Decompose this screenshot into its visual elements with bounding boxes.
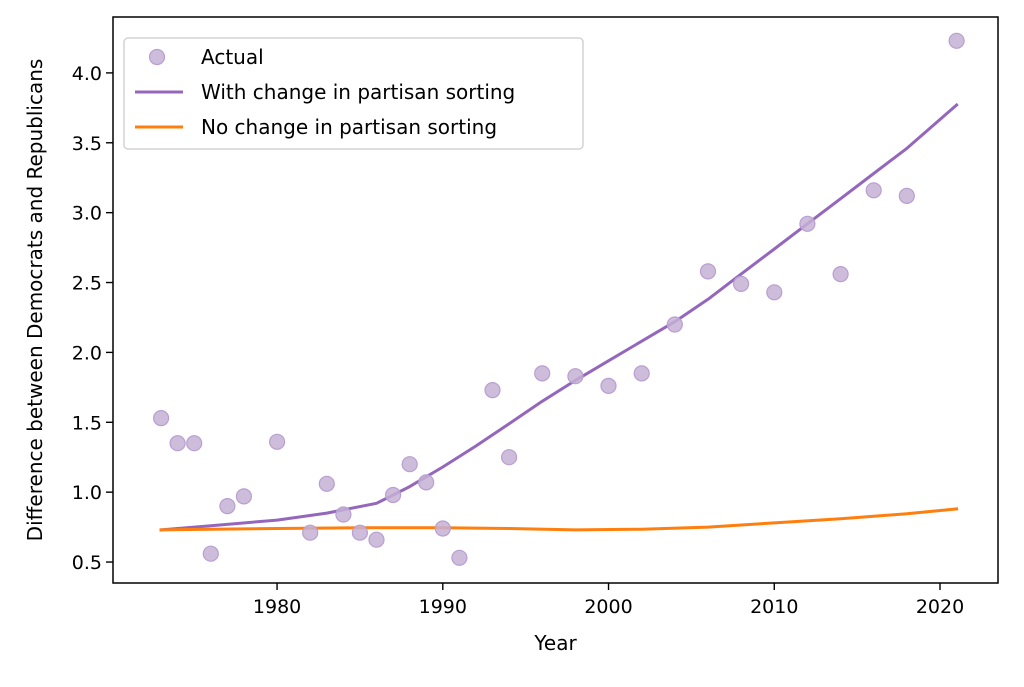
plot-frame xyxy=(112,16,999,584)
data-point-1974 xyxy=(169,435,186,452)
x-tick-label-2020: 2020 xyxy=(916,596,964,618)
legend-label-no-change: No change in partisan sorting xyxy=(201,115,497,139)
data-point-1985 xyxy=(351,524,368,541)
data-point-1994 xyxy=(501,449,518,466)
y-tick-label-3: 3.0 xyxy=(72,203,102,225)
data-point-1989 xyxy=(418,474,435,491)
y-tick-label-4: 4.0 xyxy=(72,63,102,85)
data-point-1983 xyxy=(318,475,335,492)
data-point-1991 xyxy=(451,549,468,566)
series-line-2 xyxy=(159,507,959,532)
data-point-1986 xyxy=(368,531,385,548)
data-point-1990 xyxy=(434,520,451,537)
data-point-1996 xyxy=(534,365,551,382)
data-point-2021 xyxy=(948,32,965,49)
y-tick-label-1: 1.0 xyxy=(72,482,102,504)
data-point-1980 xyxy=(269,433,286,450)
axes: 1980 1990 2000 2010 2020 0.5 1.0 1.5 2.0 2.5 3.0 3.… xyxy=(72,16,999,618)
legend-label-with-change: With change in partisan sorting xyxy=(201,80,515,104)
x-tick-label-2000: 2000 xyxy=(584,596,632,618)
x-tick-label-2010: 2010 xyxy=(750,596,798,618)
legend-frame xyxy=(123,37,584,150)
data-point-1987 xyxy=(385,486,402,504)
x-axis-label: Year xyxy=(533,631,577,655)
data-point-1988 xyxy=(401,456,418,473)
data-point-2012 xyxy=(799,215,816,232)
plot-marks xyxy=(153,32,965,566)
series-line-1 xyxy=(159,102,959,532)
data-point-1977 xyxy=(219,498,236,515)
data-point-2006 xyxy=(699,263,717,280)
y-axis-label: Difference between Democrats and Republi… xyxy=(23,59,47,542)
data-point-2004 xyxy=(666,316,683,333)
y-tick-label-3.5: 3.5 xyxy=(72,133,102,155)
data-point-2016 xyxy=(865,182,882,199)
y-tick-label-0.5: 0.5 xyxy=(72,552,102,574)
data-point-2000 xyxy=(600,377,617,394)
data-point-1975 xyxy=(186,435,203,452)
y-tick-label-2: 2.0 xyxy=(72,342,102,364)
data-point-1982 xyxy=(302,524,319,541)
data-point-1976 xyxy=(202,545,219,562)
data-point-2002 xyxy=(633,365,650,382)
legend-label-actual: Actual xyxy=(201,45,264,69)
data-point-2010 xyxy=(766,284,783,301)
data-point-1998 xyxy=(567,368,584,385)
legend-marker-actual xyxy=(148,48,166,66)
data-point-2008 xyxy=(732,275,750,292)
data-point-1973 xyxy=(153,410,170,427)
data-point-2014 xyxy=(832,266,849,283)
data-point-2018 xyxy=(898,187,915,204)
data-point-1984 xyxy=(335,506,352,523)
data-point-1978 xyxy=(235,488,252,505)
data-point-1993 xyxy=(484,382,501,399)
x-tick-label-1990: 1990 xyxy=(419,596,467,618)
y-tick-label-2.5: 2.5 xyxy=(72,273,102,295)
y-tick-label-1.5: 1.5 xyxy=(72,412,102,434)
legend: Actual With change in partisan sorting N… xyxy=(123,37,584,150)
x-tick-label-1980: 1980 xyxy=(253,596,301,618)
